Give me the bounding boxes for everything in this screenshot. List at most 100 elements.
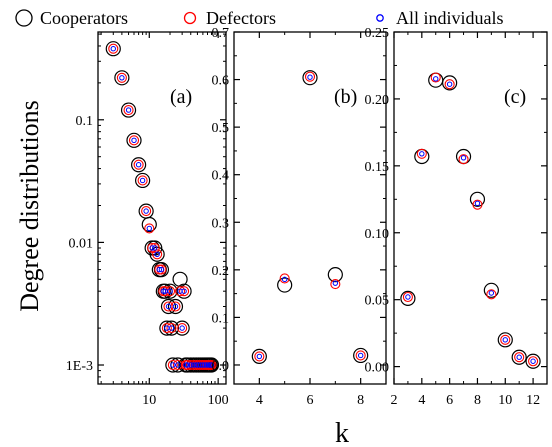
data-point xyxy=(181,288,187,294)
y-tick-label: 0.5 xyxy=(212,121,230,136)
data-point xyxy=(200,362,206,368)
data-point xyxy=(400,290,416,306)
panels: 1E-3 0.01 0.1 10 100 (a) 0.0 0.1 0.2 0.3 0.4 0.5 0.6… xyxy=(66,26,548,408)
data-point xyxy=(152,249,163,260)
series-defectors xyxy=(402,72,539,367)
data-point xyxy=(307,74,313,80)
data-point xyxy=(302,70,318,86)
data-point xyxy=(172,359,183,371)
data-point xyxy=(353,347,369,364)
data-point xyxy=(433,76,439,82)
x-tick-label: 4 xyxy=(256,393,263,408)
legend: Cooperators Defectors All individuals xyxy=(15,8,504,28)
data-point xyxy=(108,43,119,54)
data-point xyxy=(141,216,157,233)
data-point xyxy=(355,350,366,361)
data-point xyxy=(525,353,541,369)
data-point xyxy=(116,72,127,83)
legend-marker xyxy=(183,11,197,25)
data-point xyxy=(281,276,288,283)
data-point xyxy=(251,348,267,365)
y-tick-label: 0.1 xyxy=(212,311,230,326)
data-point xyxy=(184,362,191,368)
x-tick-label: 6 xyxy=(307,393,314,408)
data-point xyxy=(330,279,341,290)
x-tick-label: 8 xyxy=(357,393,364,408)
series-defectors xyxy=(254,71,366,362)
series-cooperators xyxy=(251,70,369,365)
x-tick-label: 10 xyxy=(498,393,512,408)
data-point xyxy=(279,273,290,284)
data-point xyxy=(472,199,483,210)
data-point xyxy=(304,71,316,82)
data-point xyxy=(160,288,167,294)
data-point xyxy=(202,362,208,368)
data-point xyxy=(474,200,481,207)
data-point xyxy=(128,135,140,146)
data-point xyxy=(135,162,142,168)
data-point xyxy=(516,354,522,360)
y-axis-label: Degree distributions xyxy=(15,100,44,312)
series-cooperators xyxy=(105,41,220,373)
data-point xyxy=(483,282,499,298)
data-point xyxy=(179,286,190,297)
data-point xyxy=(166,323,177,334)
data-point xyxy=(185,359,196,371)
y-tick-label: 0.3 xyxy=(212,216,230,231)
data-point xyxy=(120,102,137,118)
y-tick-label: 0.00 xyxy=(365,361,390,376)
panel-label: (c) xyxy=(504,86,526,108)
series-cooperators xyxy=(400,72,541,369)
plot-frame xyxy=(393,31,548,385)
data-point xyxy=(419,151,425,157)
x-tick-label: 4 xyxy=(418,393,425,408)
y-tick-label: 0.1 xyxy=(76,114,94,129)
data-point xyxy=(497,332,513,348)
data-point xyxy=(110,46,116,52)
data-point xyxy=(327,266,343,283)
data-point xyxy=(446,81,453,87)
data-point xyxy=(146,225,152,232)
data-point xyxy=(460,155,467,161)
plot-frame xyxy=(97,31,227,385)
y-tick-label: 0.4 xyxy=(212,169,230,184)
data-point xyxy=(500,334,511,345)
data-point xyxy=(208,362,215,368)
legend-item: Defectors xyxy=(183,8,276,28)
data-point xyxy=(176,283,192,299)
data-point xyxy=(332,280,339,286)
data-point xyxy=(188,362,194,368)
y-tick-label: 0.01 xyxy=(69,236,94,251)
data-point xyxy=(458,154,469,165)
panel-a: 1E-3 0.01 0.1 10 100 (a) xyxy=(66,31,229,408)
y-tick-label: 0.6 xyxy=(212,74,230,89)
y-tick-label: 1E-3 xyxy=(66,359,93,374)
data-point xyxy=(428,72,444,88)
legend-label: Defectors xyxy=(206,8,276,28)
legend-item: Cooperators xyxy=(15,8,128,28)
x-tick-label: 2 xyxy=(391,393,398,408)
data-point xyxy=(167,288,173,294)
panel-c: 0.00 0.05 0.10 0.15 0.20 0.25 2 4 6 8 10 12 (c) xyxy=(365,26,548,408)
data-point xyxy=(502,337,508,343)
legend-marker xyxy=(15,9,33,27)
x-tick-label: 100 xyxy=(208,393,229,408)
data-point xyxy=(469,191,486,207)
x-axis-label: k xyxy=(335,418,349,447)
data-point xyxy=(488,290,495,296)
data-point xyxy=(254,351,265,362)
legend-label: All individuals xyxy=(396,8,504,28)
data-point xyxy=(167,359,178,371)
data-point xyxy=(528,356,539,367)
data-point xyxy=(256,353,263,360)
series-all-individuals xyxy=(256,74,364,360)
data-point xyxy=(175,286,186,297)
panel-label: (a) xyxy=(170,86,192,108)
data-point xyxy=(444,79,455,90)
data-point xyxy=(154,251,160,257)
panel-b: 0.0 0.1 0.2 0.3 0.4 0.5 0.6 0.7 4 6 8 (b) xyxy=(212,26,387,408)
data-point xyxy=(357,352,364,359)
data-point xyxy=(161,323,172,334)
data-point xyxy=(133,159,144,170)
